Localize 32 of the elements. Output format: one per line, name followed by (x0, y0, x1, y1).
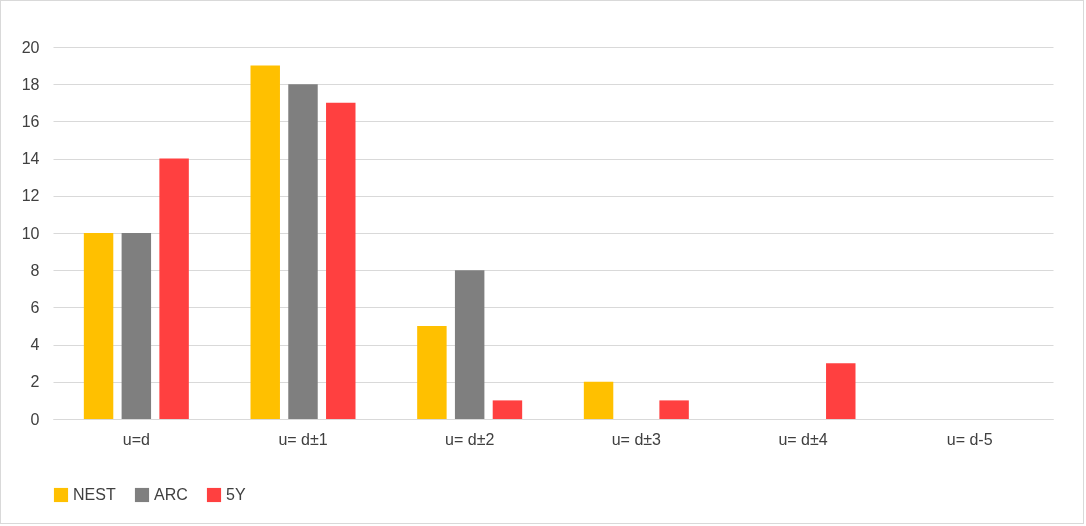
y-tick-label: 2 (30, 373, 40, 391)
bar (121, 233, 152, 419)
bar (659, 400, 689, 419)
bar (288, 84, 318, 419)
y-tick-label: 6 (30, 298, 40, 316)
legend-label: NEST (73, 486, 116, 503)
x-tick-label: u= d±3 (611, 430, 662, 448)
bar (83, 233, 114, 419)
y-tick-label: 4 (30, 336, 40, 354)
y-tick-label: 20 (21, 38, 40, 56)
bar (583, 381, 614, 419)
x-tick-label: u= d-5 (946, 430, 993, 448)
y-tick-label: 18 (21, 75, 40, 93)
y-tick-label: 8 (30, 261, 40, 279)
bar (326, 102, 356, 419)
y-tick-label: 10 (21, 224, 40, 242)
bar (826, 363, 856, 419)
x-tick-label: u=d (122, 430, 150, 448)
bar (250, 65, 280, 419)
y-tick-label: 12 (21, 187, 40, 205)
x-tick-label: u= d±4 (778, 430, 828, 448)
y-tick-label: 16 (21, 112, 40, 130)
bar (417, 326, 447, 419)
y-tick-label: 0 (30, 410, 40, 428)
legend-label: ARC (154, 486, 188, 503)
bar (492, 400, 523, 419)
y-tick-label: 14 (21, 150, 40, 168)
bar (454, 270, 485, 419)
x-tick-label: u= d±2 (445, 430, 495, 448)
bar (159, 158, 189, 419)
legend-label: 5Y (226, 486, 246, 503)
x-tick-label: u= d±1 (278, 430, 328, 448)
